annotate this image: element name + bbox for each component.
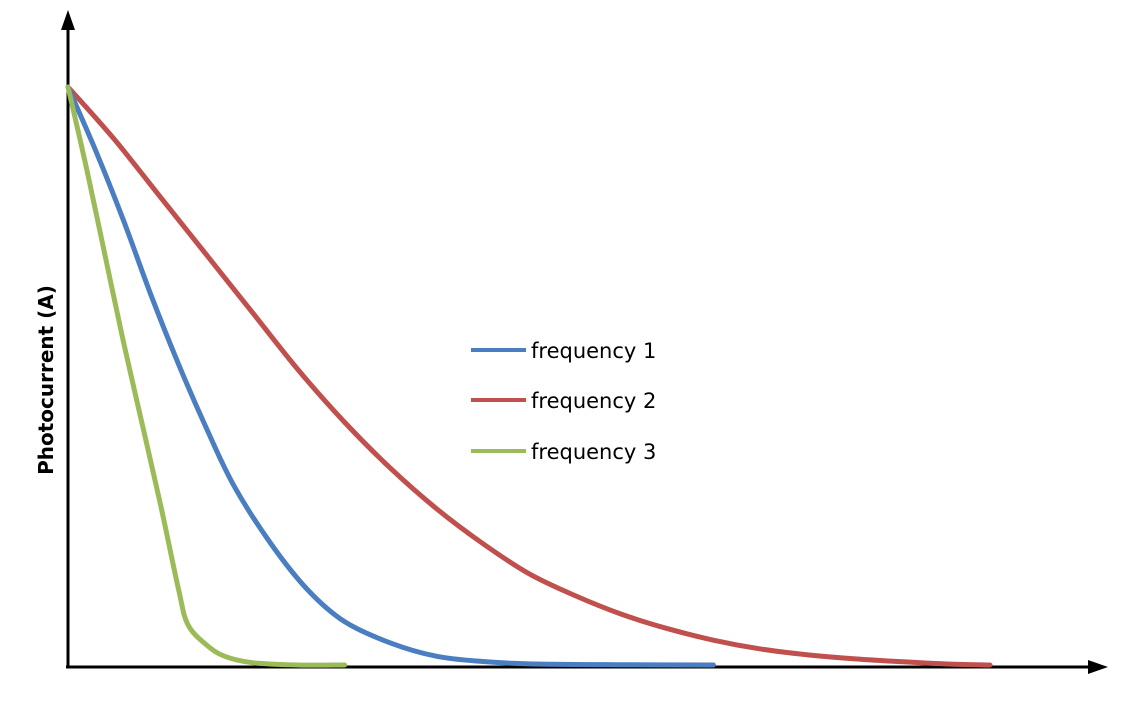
y-axis-arrow bbox=[61, 10, 75, 30]
series-line-frequency-3 bbox=[65, 84, 348, 668]
legend-label: frequency 3 bbox=[531, 440, 656, 464]
y-axis-label: Photocurrent (A) bbox=[34, 285, 58, 475]
legend-entry: frequency 3 bbox=[471, 440, 656, 464]
series-line-frequency-2 bbox=[65, 84, 993, 668]
legend-entry: frequency 2 bbox=[471, 389, 656, 413]
x-axis-arrow bbox=[1088, 660, 1108, 674]
series-line-frequency-1 bbox=[65, 84, 716, 668]
legend: frequency 1 frequency 2 frequency 3 bbox=[471, 339, 656, 464]
legend-label: frequency 2 bbox=[531, 389, 656, 413]
legend-label: frequency 1 bbox=[531, 339, 656, 363]
axes bbox=[61, 10, 1108, 674]
legend-entry: frequency 1 bbox=[471, 339, 656, 363]
series-layer bbox=[65, 84, 993, 668]
